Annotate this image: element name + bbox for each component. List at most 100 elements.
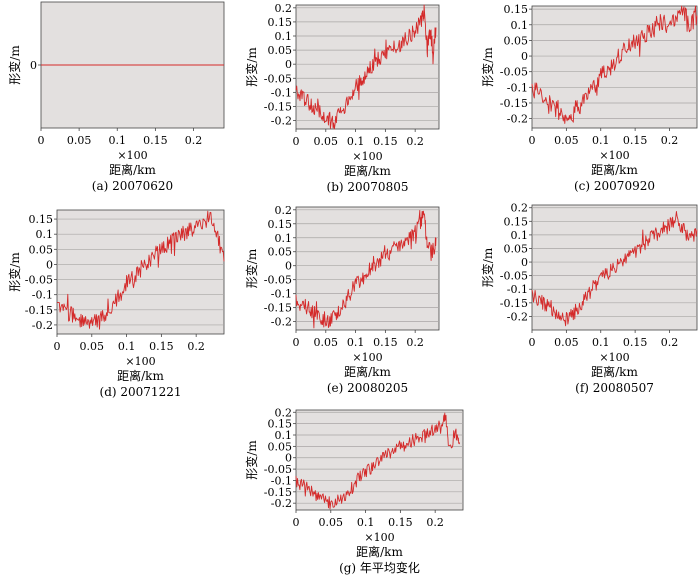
x-tick-label: 0.15	[149, 340, 174, 353]
y-tick-label: 0.15	[268, 218, 293, 231]
x-multiplier: ×100	[352, 150, 382, 163]
y-axis-label: 形变/m	[7, 45, 22, 85]
x-tick-label: 0.05	[314, 336, 339, 349]
y-tick-label: -0.2	[32, 319, 53, 332]
y-tick-label: 0.05	[504, 242, 529, 255]
y-axis-label: 形变/m	[480, 47, 495, 87]
y-axis-label: 形变/m	[7, 252, 22, 292]
y-axis-label: 形变/m	[244, 248, 259, 288]
x-tick-label: 0.05	[554, 134, 579, 147]
x-multiplier: ×100	[364, 531, 394, 544]
x-tick-label: 0.2	[406, 336, 424, 349]
x-axis-label: 距离/km	[591, 162, 638, 177]
y-tick-label: 0.15	[504, 215, 529, 228]
x-tick-label: 0	[529, 134, 536, 147]
x-tick-label: 0.05	[319, 516, 344, 529]
y-tick-label: -0.2	[271, 316, 292, 329]
panel-caption: (d) 20071221	[100, 385, 182, 399]
x-tick-label: 0	[293, 336, 300, 349]
y-axis-label: 形变/m	[244, 47, 259, 87]
y-tick-label: -0.15	[264, 100, 292, 113]
x-tick-label: 0.05	[80, 340, 105, 353]
x-axis-label: 距离/km	[117, 368, 164, 383]
series-line	[531, 211, 698, 327]
y-tick-label: 0.05	[268, 246, 293, 259]
x-tick-label: 0.15	[143, 134, 168, 147]
x-tick-label: 0.1	[592, 336, 610, 349]
x-tick-label: 0.2	[661, 134, 679, 147]
x-tick-label: 0.05	[554, 336, 579, 349]
y-tick-label: 0.2	[511, 202, 529, 215]
series-line	[295, 4, 437, 130]
x-tick-label: 0.1	[347, 135, 365, 148]
y-tick-label: -0.2	[507, 310, 528, 323]
x-axis-label: 距离/km	[344, 163, 391, 178]
y-tick-label: 0.05	[268, 440, 293, 453]
x-tick-label: 0	[38, 134, 45, 147]
y-tick-label: -0.1	[271, 474, 292, 487]
y-tick-label: -0.05	[500, 66, 528, 79]
x-multiplier: ×100	[125, 355, 155, 368]
y-tick-label: 0.15	[504, 3, 529, 16]
series-line	[295, 412, 460, 510]
x-tick-label: 0.15	[373, 336, 398, 349]
y-tick-label: 0.1	[511, 229, 529, 242]
y-tick-label: -0.2	[271, 115, 292, 128]
x-multiplier: ×100	[117, 149, 147, 162]
y-tick-label: -0.05	[264, 463, 292, 476]
y-tick-label: -0.15	[264, 302, 292, 315]
y-tick-label: -0.2	[271, 497, 292, 510]
x-tick-label: 0.05	[314, 135, 339, 148]
y-tick-label: 0.1	[275, 429, 293, 442]
x-tick-label: 0.1	[347, 336, 365, 349]
y-tick-label: 0.15	[29, 213, 54, 226]
x-tick-label: 0.1	[109, 134, 127, 147]
y-tick-label: -0.1	[32, 289, 53, 302]
y-tick-label: 0.05	[268, 44, 293, 57]
x-tick-label: 0.05	[67, 134, 92, 147]
y-tick-label: 0.05	[29, 243, 54, 256]
y-tick-label: -0.05	[264, 72, 292, 85]
y-tick-label: -0.1	[507, 283, 528, 296]
panel-caption: (e) 20080205	[327, 381, 408, 395]
x-axis-label: 距离/km	[591, 364, 638, 379]
y-tick-label: -0.05	[25, 274, 53, 287]
y-tick-label: 0	[521, 50, 528, 63]
y-tick-label: 0.05	[504, 34, 529, 47]
panel-caption: (b) 20070805	[327, 180, 409, 194]
y-tick-label: -0.15	[500, 97, 528, 110]
panel-caption: (f) 20080507	[575, 381, 654, 395]
y-axis-label: 形变/m	[244, 440, 259, 480]
y-tick-label: 0.15	[268, 418, 293, 431]
y-tick-label: 0	[521, 256, 528, 269]
y-tick-label: -0.1	[507, 81, 528, 94]
y-tick-label: 0.2	[275, 406, 293, 419]
y-tick-label: -0.15	[264, 486, 292, 499]
panel-c: -0.2 -0.15 -0.1 -0.05 0 0.05 0.1 0.15 0 0.05 0.1 0.…	[480, 3, 698, 193]
x-tick-label: 0	[54, 340, 61, 353]
y-tick-label: 0.1	[275, 30, 293, 43]
y-tick-label: 0.1	[36, 228, 54, 241]
y-tick-label: 0.2	[275, 204, 293, 217]
x-tick-label: 0.2	[661, 336, 679, 349]
x-tick-label: 0.15	[388, 516, 413, 529]
y-tick-label: -0.2	[507, 113, 528, 126]
y-tick-label: 0	[285, 260, 292, 273]
y-tick-label: 0.15	[268, 16, 293, 29]
x-tick-label: 0.15	[623, 336, 648, 349]
x-tick-label: 0.1	[592, 134, 610, 147]
x-axis-label: 距离/km	[356, 544, 403, 559]
x-multiplier: ×100	[599, 149, 629, 162]
y-tick-label: 0	[46, 258, 53, 271]
y-tick-label: -0.15	[25, 304, 53, 317]
y-tick-label: -0.1	[271, 288, 292, 301]
x-multiplier: ×100	[599, 351, 629, 364]
y-tick-label: -0.1	[271, 86, 292, 99]
panel-caption: (a) 20070620	[92, 179, 173, 193]
x-tick-label: 0.2	[426, 516, 444, 529]
y-tick-label: -0.05	[500, 270, 528, 283]
